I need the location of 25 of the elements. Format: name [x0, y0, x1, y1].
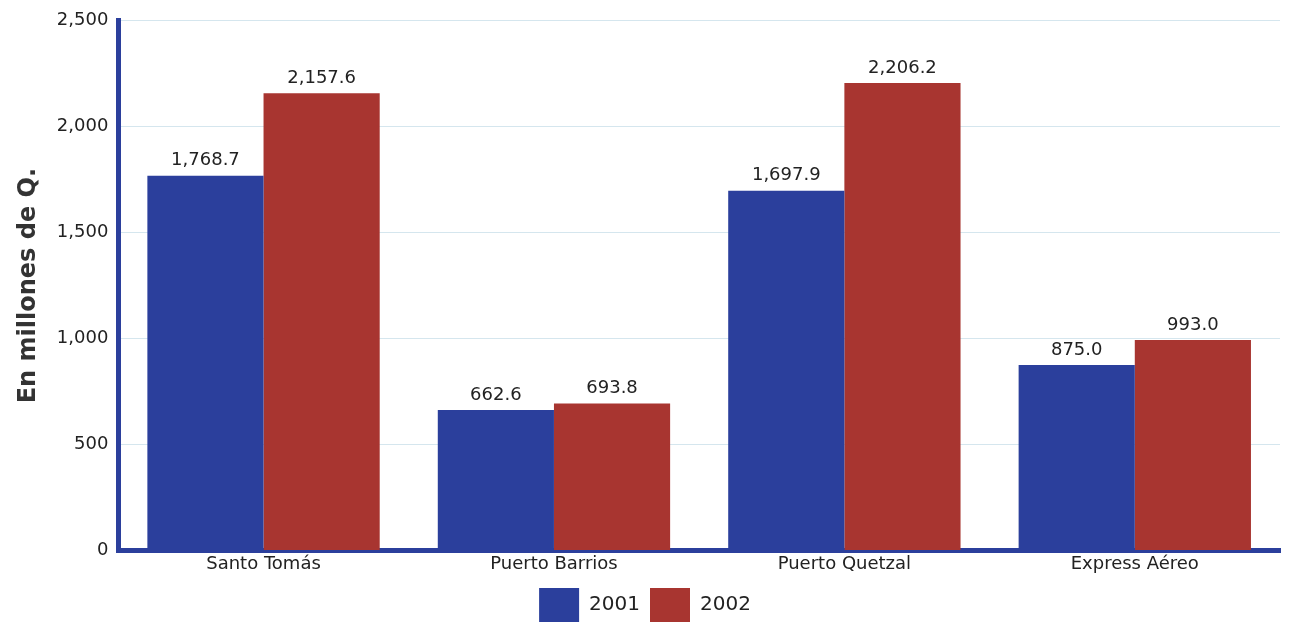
data-label: 693.8 [586, 376, 638, 398]
data-label: 875.0 [1050, 337, 1103, 359]
legend-label: 2002 [700, 591, 751, 616]
bar [1134, 340, 1251, 550]
legend-label: 2001 [589, 591, 641, 616]
x-tick-label: Puerto Quetzal [777, 551, 912, 573]
y-axis-title: En millones de Q. [12, 167, 41, 404]
data-label: 1,768.7 [171, 148, 240, 170]
y-tick-label: 0 [96, 538, 109, 560]
y-tick-label: 2,000 [56, 114, 109, 136]
data-label: 993.0 [1167, 312, 1219, 334]
data-label: 2,206.2 [868, 55, 937, 77]
bar [263, 93, 380, 550]
y-tick-label: 1,500 [56, 220, 109, 242]
x-tick-label: Puerto Barrios [490, 551, 618, 573]
data-label: 1,697.9 [751, 163, 821, 185]
bar [844, 83, 961, 550]
x-tick-label: Express Aéreo [1070, 551, 1199, 573]
y-tick-label: 500 [73, 432, 109, 454]
y-tick-label: 1,000 [56, 326, 109, 348]
data-label: 662.6 [470, 382, 522, 404]
y-tick-label: 2,500 [56, 8, 109, 30]
x-tick-label: Santo Tomás [206, 551, 321, 573]
data-label: 2,157.6 [287, 66, 356, 88]
bar [553, 403, 671, 550]
